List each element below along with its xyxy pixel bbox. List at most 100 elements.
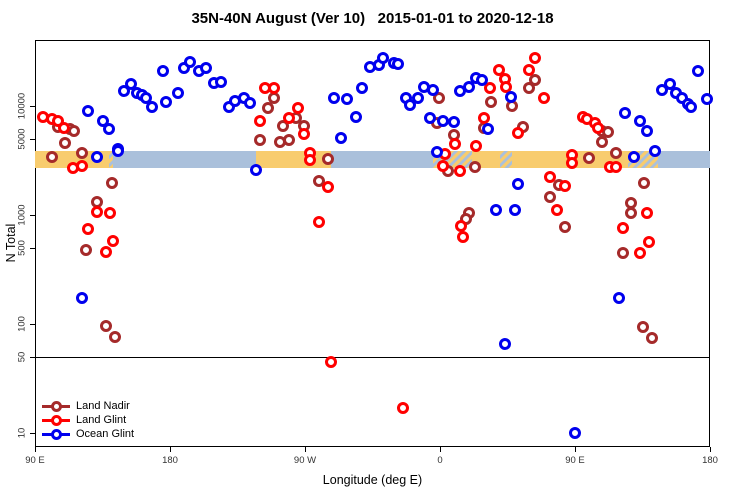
legend-row: Ocean Glint [42, 427, 134, 441]
data-point-ocean-glint [215, 75, 227, 88]
x-tick [710, 447, 711, 452]
data-point-land-glint [282, 112, 295, 125]
data-point-land-glint [267, 82, 280, 95]
x-tick-label: 90 E [25, 455, 45, 466]
legend-symbol-ring [51, 428, 62, 440]
data-point-ocean-glint [498, 337, 511, 350]
data-point-land-glint [537, 91, 550, 104]
y-tick [30, 138, 35, 140]
x-tick [575, 447, 576, 452]
data-point-land-glint [453, 164, 466, 177]
data-point-land-nadir [582, 151, 595, 164]
y-tick [30, 324, 35, 325]
data-point-ocean-glint [509, 204, 521, 217]
x-tick [35, 447, 36, 452]
data-point-ocean-glint [569, 427, 581, 439]
data-point-land-glint [512, 126, 524, 139]
surface-band-segment-ocean [657, 150, 710, 168]
data-point-land-glint [104, 206, 116, 219]
data-point-ocean-glint [146, 100, 158, 113]
data-point-land-nadir [321, 152, 334, 165]
data-point-land-glint [321, 180, 334, 193]
data-point-ocean-glint [243, 96, 256, 109]
data-point-land-glint [456, 230, 469, 243]
data-point-land-nadir [59, 137, 71, 150]
data-point-land-nadir [99, 319, 112, 332]
data-point-ocean-glint [111, 144, 124, 157]
data-point-ocean-glint [701, 92, 713, 105]
legend: Land Nadir Land Glint Ocean Glint [42, 399, 134, 441]
y-tick [30, 433, 35, 434]
data-point-ocean-glint [692, 64, 704, 77]
x-tick [305, 447, 306, 452]
surface-band-segment-ocean [330, 150, 433, 168]
data-point-land-glint [57, 121, 70, 134]
data-point-land-glint [297, 128, 310, 141]
data-point-ocean-glint [350, 111, 362, 124]
data-point-ocean-glint [159, 95, 172, 108]
data-point-land-glint [558, 179, 571, 192]
chart-title: 35N-40N August (Ver 10) 2015-01-01 to 20… [191, 10, 554, 27]
data-point-land-nadir [543, 190, 556, 203]
data-point-land-glint [449, 138, 461, 150]
data-point-land-nadir [609, 147, 622, 160]
data-point-ocean-glint [447, 115, 460, 128]
data-point-ocean-glint [504, 90, 517, 103]
data-point-land-nadir [596, 136, 608, 149]
y-tick-label: 5000 [16, 128, 28, 150]
data-point-ocean-glint [462, 80, 475, 93]
data-point-ocean-glint [633, 114, 646, 127]
data-point-ocean-glint [627, 150, 640, 163]
data-point-land-glint [543, 170, 556, 183]
data-point-land-nadir [624, 207, 637, 220]
data-point-land-nadir [80, 243, 92, 256]
data-point-ocean-glint [489, 204, 502, 217]
data-point-ocean-glint [249, 163, 262, 176]
data-point-land-glint [566, 156, 578, 169]
data-point-land-glint [522, 63, 535, 76]
data-point-ocean-glint [476, 74, 488, 87]
data-point-ocean-glint [200, 61, 212, 74]
x-axis-title: Longitude (deg E) [322, 473, 423, 487]
legend-symbol-line [42, 428, 70, 440]
data-point-ocean-glint [663, 78, 676, 91]
data-point-land-glint [455, 220, 467, 233]
legend-symbol-line [42, 414, 70, 426]
y-tick [30, 247, 35, 249]
y-axis-title: N Total [4, 223, 18, 263]
data-point-land-glint [528, 51, 541, 64]
data-point-land-nadir [468, 161, 481, 174]
data-point-land-glint [107, 234, 119, 247]
legend-row: Land Nadir [42, 399, 134, 413]
data-point-land-glint [324, 355, 337, 368]
data-point-ocean-glint [426, 83, 439, 96]
data-point-land-nadir [108, 330, 121, 343]
data-point-land-nadir [645, 332, 658, 345]
legend-label: Land Glint [76, 414, 127, 426]
surface-band-segment-land [255, 150, 331, 168]
data-point-land-nadir [45, 151, 58, 164]
data-point-land-glint [483, 82, 496, 95]
data-point-land-glint [312, 216, 325, 229]
data-point-ocean-glint [102, 122, 115, 135]
y-tick [30, 106, 35, 107]
data-point-land-nadir [485, 95, 497, 108]
data-point-ocean-glint [156, 64, 169, 77]
data-point-land-glint [396, 401, 409, 414]
data-point-land-glint [617, 221, 629, 234]
data-point-land-glint [99, 245, 112, 258]
data-point-land-nadir [617, 247, 629, 259]
data-point-land-glint [633, 247, 646, 259]
data-point-land-nadir [254, 133, 266, 146]
y-tick-label: 100 [16, 316, 28, 332]
data-point-ocean-glint [641, 124, 653, 137]
data-point-ocean-glint [377, 51, 389, 64]
data-point-land-glint [81, 222, 94, 235]
data-point-land-nadir [528, 74, 541, 87]
plot-area [35, 40, 710, 447]
data-point-ocean-glint [482, 122, 494, 135]
y-tick-label: 10 [16, 427, 28, 439]
data-point-land-nadir [75, 147, 88, 160]
legend-symbol-ring [51, 414, 62, 426]
